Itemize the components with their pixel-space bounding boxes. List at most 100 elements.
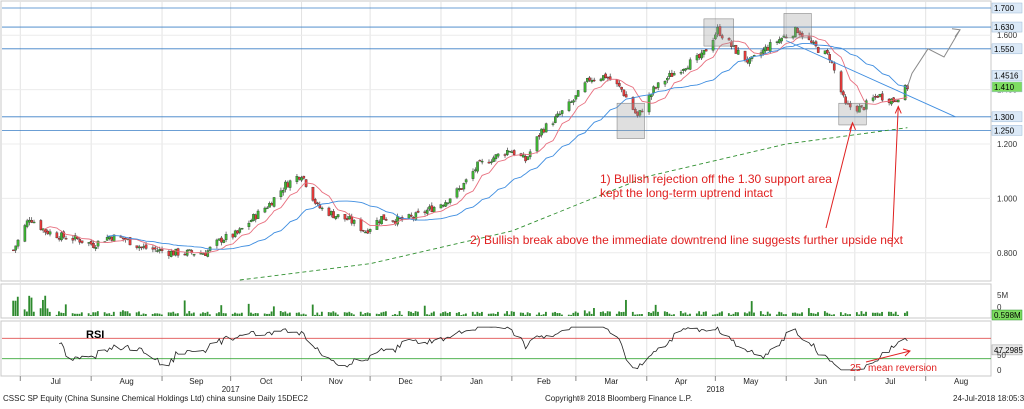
volume-bar bbox=[833, 314, 835, 316]
price-tag-label: 1.4516 bbox=[994, 72, 1019, 81]
volume-bar bbox=[590, 313, 593, 316]
volume-bar bbox=[652, 311, 655, 316]
volume-bar bbox=[826, 312, 829, 316]
x-tick-label: Apr bbox=[675, 377, 688, 386]
volume-bar bbox=[492, 313, 495, 316]
candle-body bbox=[880, 93, 884, 101]
volume-bar bbox=[716, 313, 719, 316]
candle-body bbox=[286, 182, 290, 188]
price-tag-label: 1.250 bbox=[994, 126, 1015, 135]
volume-bar bbox=[673, 314, 675, 316]
candle-body bbox=[462, 183, 466, 190]
candle-body bbox=[89, 241, 93, 245]
volume-bar bbox=[494, 313, 497, 316]
candle-body bbox=[121, 237, 125, 240]
volume-bar bbox=[44, 295, 47, 316]
annotation-line-1: 1) Bullish rejection off the 1.30 suppor… bbox=[600, 172, 832, 186]
candle-body bbox=[332, 211, 335, 219]
volume-bar bbox=[350, 313, 353, 316]
candle-body bbox=[604, 73, 607, 79]
volume-bar bbox=[106, 313, 108, 316]
volume-bar bbox=[743, 312, 746, 316]
volume-bar bbox=[615, 313, 618, 316]
volume-bar bbox=[282, 312, 284, 316]
candle-body bbox=[300, 177, 303, 181]
rsi-annotation-number: 25 bbox=[850, 363, 862, 374]
volume-bar bbox=[327, 312, 330, 316]
candle-body bbox=[714, 34, 717, 40]
volume-bar bbox=[583, 310, 586, 316]
volume-bar bbox=[142, 313, 145, 316]
volume-bar bbox=[87, 313, 90, 316]
candle-body bbox=[297, 176, 301, 180]
projection-arrowhead bbox=[951, 28, 961, 38]
annotation-line-2: kept the long-term uptrend intact bbox=[600, 186, 773, 200]
price-tag-box bbox=[991, 70, 1023, 81]
volume-bar bbox=[487, 313, 490, 316]
volume-bar bbox=[570, 314, 572, 316]
volume-bar bbox=[266, 313, 268, 316]
candle-body bbox=[654, 87, 658, 89]
volume-bar bbox=[622, 311, 625, 316]
volume-bar bbox=[423, 305, 426, 316]
rsi-annotation-arrowhead bbox=[902, 348, 911, 357]
volume-bar bbox=[865, 311, 867, 316]
candle-body bbox=[142, 246, 146, 248]
candle-body bbox=[425, 209, 429, 214]
volume-bar bbox=[144, 313, 147, 316]
volume-bar bbox=[156, 313, 159, 316]
candle-body bbox=[647, 95, 651, 113]
candle-body bbox=[318, 204, 322, 209]
volume-bar bbox=[270, 311, 273, 316]
x-tick-label: Mar bbox=[604, 377, 618, 386]
volume-bar bbox=[300, 314, 303, 316]
candle-body bbox=[439, 204, 443, 209]
volume-bar bbox=[199, 313, 202, 316]
candle-body bbox=[542, 129, 546, 133]
candle-body bbox=[108, 236, 111, 239]
candle-body bbox=[279, 190, 283, 198]
volume-bar bbox=[448, 311, 451, 316]
volume-bar bbox=[737, 312, 739, 316]
volume-bar bbox=[394, 313, 396, 316]
volume-bar bbox=[64, 304, 67, 316]
candle-body bbox=[823, 50, 827, 55]
candle-body bbox=[105, 237, 109, 241]
candle-body bbox=[489, 161, 493, 164]
candle-body bbox=[190, 250, 194, 254]
candle-body bbox=[727, 38, 731, 41]
volume-bar bbox=[410, 311, 412, 316]
x-tick-label: Dec bbox=[398, 377, 412, 386]
volume-bar bbox=[446, 312, 449, 316]
candle-body bbox=[320, 207, 324, 210]
volume-bar bbox=[874, 312, 877, 316]
volume-bar bbox=[620, 312, 623, 316]
candle-body bbox=[128, 237, 132, 246]
candle-body bbox=[311, 187, 315, 201]
volume-bar bbox=[140, 314, 143, 316]
volume-bar bbox=[759, 311, 762, 316]
volume-bar bbox=[471, 311, 474, 316]
moving-average-medium bbox=[107, 43, 908, 250]
volume-bar bbox=[855, 312, 858, 316]
volume-bar bbox=[364, 313, 367, 316]
volume-bar bbox=[794, 312, 797, 316]
volume-bar bbox=[122, 310, 124, 316]
candle-body bbox=[583, 82, 587, 93]
volume-bar bbox=[252, 313, 255, 316]
volume-bar bbox=[862, 313, 865, 316]
candle-body bbox=[25, 220, 29, 227]
volume-bar bbox=[663, 311, 666, 316]
candle-body bbox=[375, 220, 379, 230]
volume-bar bbox=[288, 312, 291, 316]
volume-bar bbox=[316, 312, 319, 316]
volume-bar bbox=[298, 312, 300, 316]
volume-bar bbox=[176, 313, 179, 316]
volume-bar bbox=[657, 311, 659, 316]
candle-body bbox=[615, 79, 619, 85]
volume-bar bbox=[490, 313, 492, 316]
candle-body bbox=[816, 47, 820, 53]
volume-bar bbox=[206, 311, 209, 316]
price-tick-label: 1.600 bbox=[997, 31, 1018, 40]
